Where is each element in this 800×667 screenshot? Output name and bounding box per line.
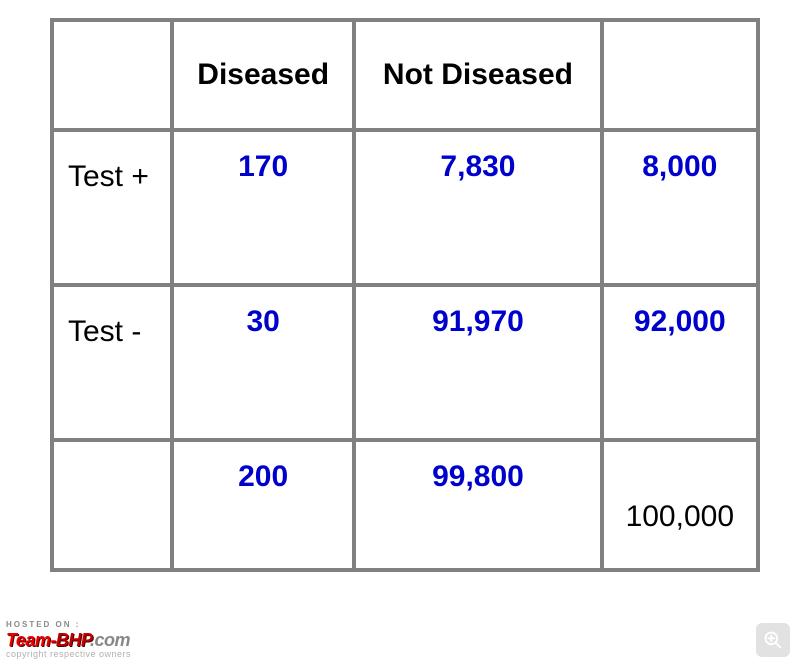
- watermark: HOSTED ON : Team-BHP.com copyright respe…: [6, 621, 131, 659]
- watermark-logo-dot: .com: [90, 630, 130, 650]
- cell-neg-notdiseased: 91,970: [354, 285, 601, 440]
- cell-neg-total: 92,000: [602, 285, 758, 440]
- watermark-logo-team: Team: [6, 630, 50, 650]
- cell-pos-total: 8,000: [602, 130, 758, 285]
- zoom-button[interactable]: [756, 623, 790, 657]
- contingency-table: Diseased Not Diseased Test + 170 7,830 8…: [50, 18, 760, 572]
- watermark-logo-bhp: BHP: [56, 630, 90, 650]
- row-label-test-neg: Test -: [52, 285, 172, 440]
- table-header-row: Diseased Not Diseased: [52, 20, 758, 130]
- cell-total-diseased: 200: [172, 440, 354, 570]
- magnify-plus-icon: [763, 630, 783, 650]
- contingency-table-container: Diseased Not Diseased Test + 170 7,830 8…: [0, 0, 800, 572]
- cell-pos-notdiseased: 7,830: [354, 130, 601, 285]
- header-blank-2: [602, 20, 758, 130]
- cell-total-notdiseased: 99,800: [354, 440, 601, 570]
- watermark-logo: Team-BHP.com: [6, 631, 131, 650]
- table-row: Test + 170 7,830 8,000: [52, 130, 758, 285]
- row-label-total: [52, 440, 172, 570]
- watermark-copyright: copyright respective owners: [6, 650, 131, 659]
- cell-neg-diseased: 30: [172, 285, 354, 440]
- header-not-diseased: Not Diseased: [354, 20, 601, 130]
- cell-grand-total: 100,000: [602, 440, 758, 570]
- watermark-hosted-label: HOSTED ON :: [6, 621, 131, 629]
- cell-pos-diseased: 170: [172, 130, 354, 285]
- header-diseased: Diseased: [172, 20, 354, 130]
- table-row: Test - 30 91,970 92,000: [52, 285, 758, 440]
- header-blank-1: [52, 20, 172, 130]
- table-row: 200 99,800 100,000: [52, 440, 758, 570]
- row-label-test-pos: Test +: [52, 130, 172, 285]
